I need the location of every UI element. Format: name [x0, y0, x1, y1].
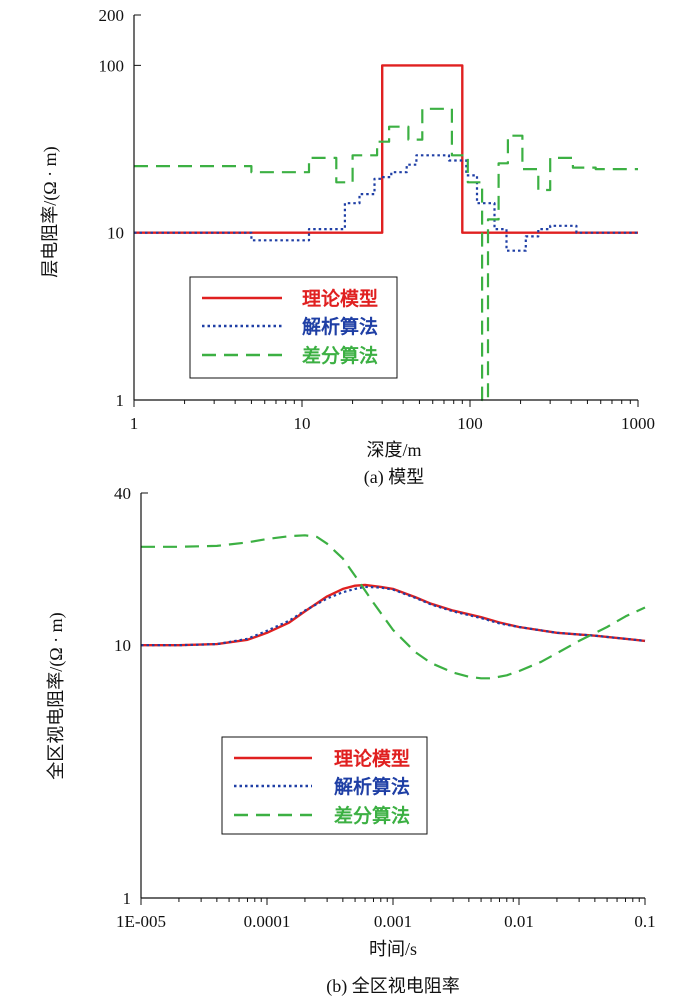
chart-b-series — [141, 534, 646, 680]
x-tick-label: 1E-005 — [116, 912, 166, 931]
chart-a-y-ticks: 1 10 100 200 — [99, 6, 141, 410]
chart-b-y-label: 全区视电阻率/(Ω · m) — [46, 612, 67, 779]
series-line-theory — [141, 583, 646, 647]
chart-a-y-label: 层电阻率/(Ω · m) — [40, 146, 61, 277]
x-tick-label: 0.01 — [504, 912, 534, 931]
chart-b-x-label: 时间/s — [369, 939, 417, 959]
y-tick-label: 10 — [107, 224, 124, 243]
legend-label: 理论模型 — [334, 747, 410, 770]
chart-b-x-ticks: 1E-005 0.0001 0.001 0.01 0.1 — [116, 898, 656, 931]
y-tick-label: 40 — [114, 484, 131, 503]
chart-a-caption: (a) 模型 — [364, 467, 424, 488]
chart-b-caption: (b) 全区视电阻率 — [326, 976, 460, 997]
series-line-difference — [141, 534, 646, 680]
chart-a-series — [134, 64, 638, 402]
chart-a-legend-box — [189, 276, 398, 379]
x-tick-label: 0.1 — [634, 912, 655, 931]
y-tick-label: 200 — [99, 6, 125, 25]
y-tick-label: 100 — [99, 56, 125, 75]
y-tick-label: 1 — [123, 889, 132, 908]
legend-label: 解析算法 — [334, 775, 410, 798]
legend-label: 解析算法 — [302, 315, 378, 338]
x-tick-label: 1 — [130, 414, 139, 433]
chart-a-x-label: 深度/m — [366, 440, 421, 460]
series-line-analytic — [134, 154, 638, 252]
x-tick-label: 0.0001 — [244, 912, 291, 931]
y-tick-label: 1 — [116, 391, 125, 410]
chart-b-y-ticks: 1 10 40 — [114, 484, 148, 908]
series-line-difference — [134, 107, 638, 402]
x-tick-label: 1000 — [621, 414, 655, 433]
series-line-analytic — [141, 585, 646, 647]
x-tick-label: 10 — [294, 414, 311, 433]
legend-label: 差分算法 — [334, 804, 410, 827]
series-line-theory — [134, 64, 638, 234]
y-tick-label: 10 — [114, 636, 131, 655]
legend-label: 理论模型 — [302, 287, 378, 310]
chart-a-x-ticks: 1 10 100 1000 — [130, 400, 655, 433]
chart-b-apparent-resistivity: 1E-005 0.0001 0.001 0.01 0.1 1 10 40 理论模型解析算法差… — [46, 484, 656, 997]
legend-label: 差分算法 — [302, 344, 378, 367]
x-tick-label: 0.001 — [374, 912, 412, 931]
x-tick-label: 100 — [457, 414, 483, 433]
